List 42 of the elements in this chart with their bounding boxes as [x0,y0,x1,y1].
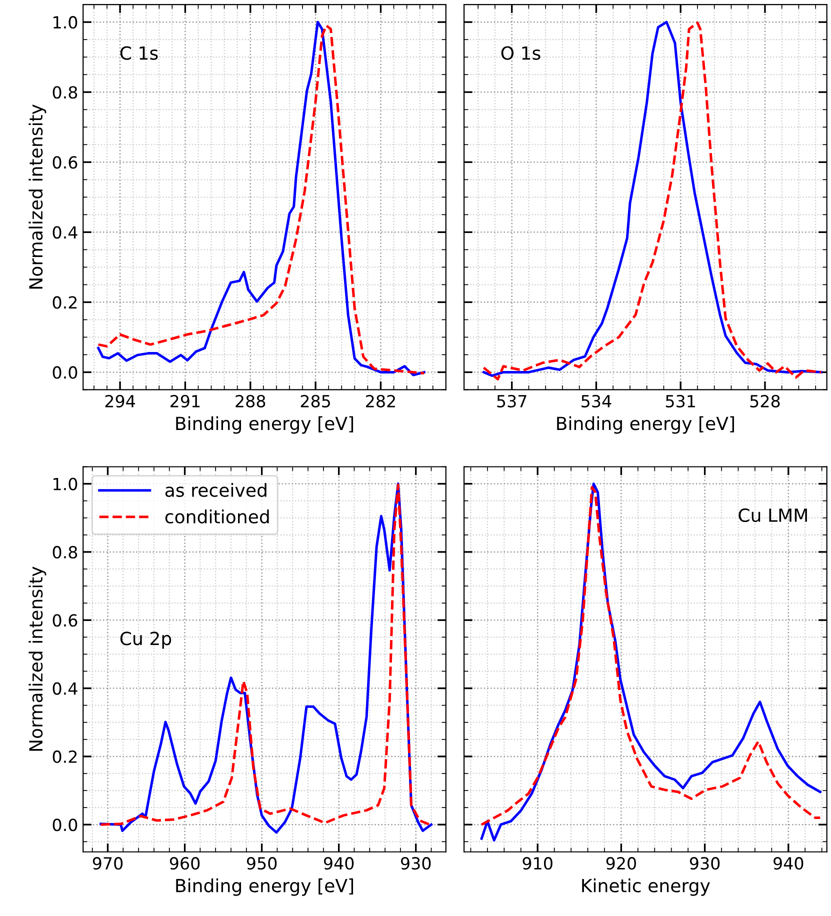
y-tick-label: 0.0 [52,366,78,379]
x-axis-title: Kinetic energy [582,878,710,896]
y-axis-title: Normalized intensity [28,566,46,751]
x-tick-label: 940 [774,857,804,870]
x-tick-label: 534 [582,394,612,408]
x-tick-label: 537 [497,394,526,408]
x-tick-label: 282 [366,394,395,408]
y-tick-label: 0.4 [52,226,78,239]
legend-label: as received [165,482,266,497]
annotation: Cu 2p [120,632,172,649]
y-tick-label: 0.6 [52,614,78,627]
x-tick-label: 930 [690,857,720,870]
annotation: O 1s [501,46,540,60]
y-tick-label: 0.2 [52,750,77,764]
annotation: C 1s [120,46,158,60]
y-tick-label: 0.8 [52,546,78,559]
x-tick-label: 910 [522,857,552,870]
x-tick-label: 531 [666,394,695,408]
x-axis-title: Binding energy [eV] [176,878,354,896]
x-tick-label: 528 [750,394,780,408]
x-tick-label: 285 [300,394,330,408]
legend-label: conditioned [165,509,269,524]
x-tick-label: 970 [92,857,123,870]
y-tick-label: 1.0 [54,478,78,490]
y-tick-label: 0.0 [52,818,78,832]
y-tick-label: 0.8 [52,86,78,99]
y-tick-label: 1.0 [54,16,78,29]
y-tick-label: 0.2 [52,296,77,309]
x-tick-label: 940 [324,857,354,870]
y-axis-title: Normalized intensity [28,104,46,289]
x-tick-label: 294 [105,394,136,408]
x-tick-label: 960 [170,857,200,870]
y-tick-label: 0.4 [52,682,78,695]
x-axis-title: Binding energy [eV] [176,416,354,434]
annotation: Cu LMM [738,508,807,522]
x-tick-label: 288 [236,394,266,408]
x-tick-label: 930 [401,857,431,870]
y-tick-label: 0.6 [52,156,78,169]
x-tick-label: 950 [246,857,277,870]
x-tick-label: 920 [606,857,636,870]
x-axis-title: Binding energy [eV] [557,416,734,434]
x-tick-label: 291 [170,394,200,408]
